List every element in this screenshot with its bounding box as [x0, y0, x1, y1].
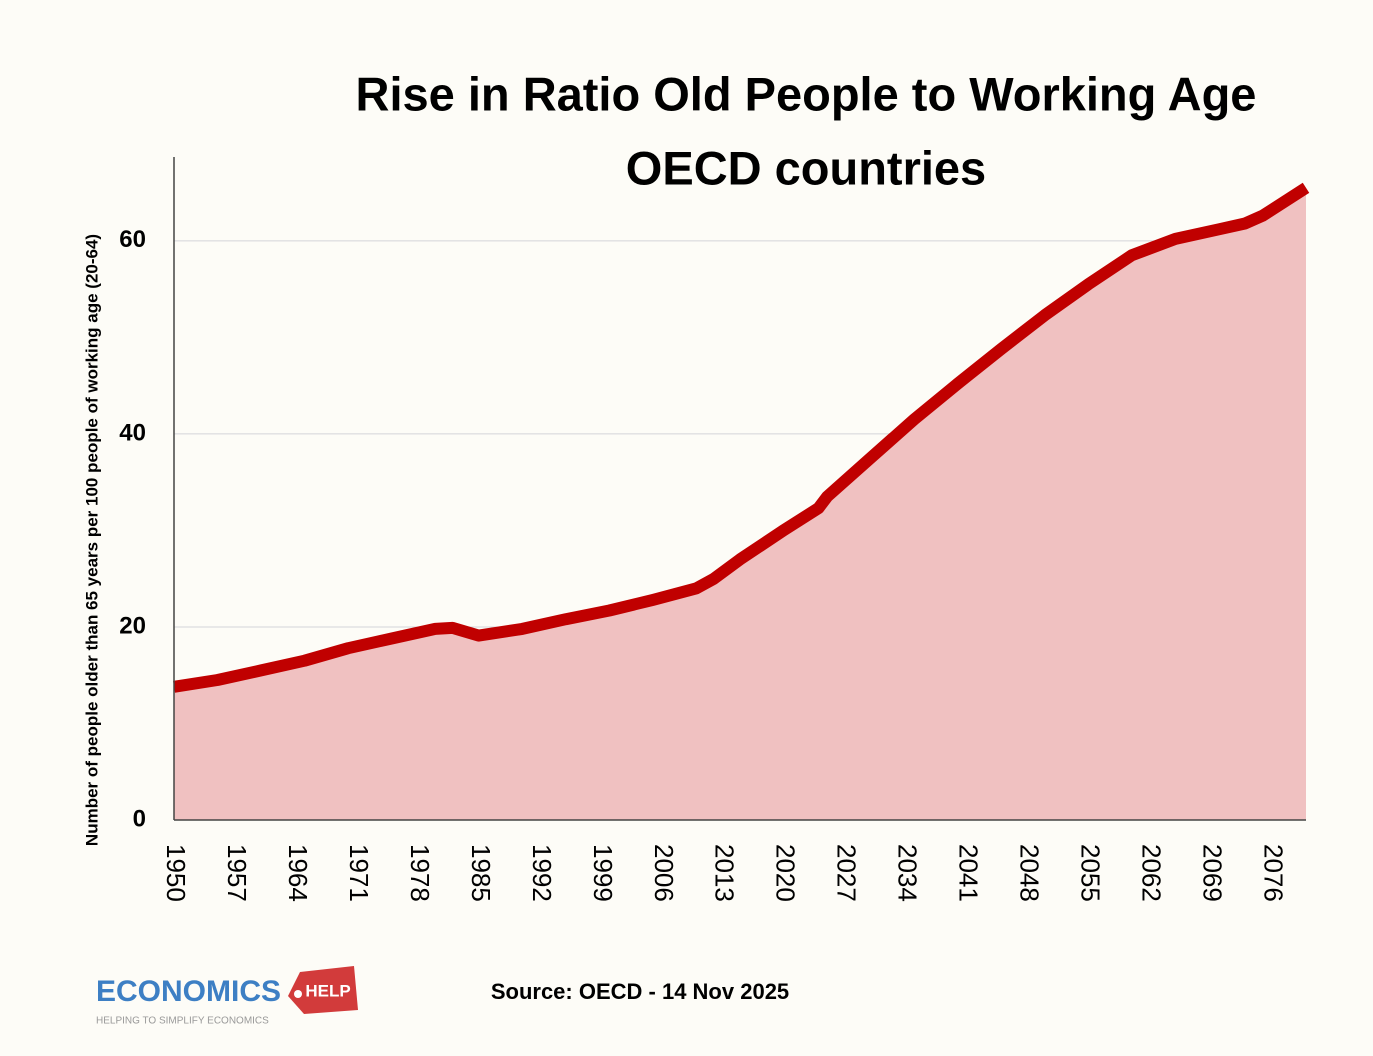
- logo-tag: [288, 966, 358, 1014]
- x-tick-label: 2076: [1258, 844, 1288, 902]
- x-tick-label: 2006: [649, 844, 679, 902]
- logo-tagline: HELPING TO SIMPLIFY ECONOMICS: [96, 1016, 269, 1027]
- x-tick-label: 1964: [283, 844, 313, 902]
- x-tick-label: 2013: [710, 844, 740, 902]
- source: Source: OECD - 14 Nov 2025: [491, 979, 789, 1004]
- x-tick-label: 1999: [588, 844, 618, 902]
- y-tick-label: 60: [119, 226, 146, 253]
- chart-title: Rise in Ratio Old People to Working Age: [356, 67, 1257, 120]
- x-tick-label: 1957: [222, 844, 252, 902]
- logo: ECONOMICS HELP HELPING TO SIMPLIFY ECONO…: [96, 966, 358, 1027]
- x-tick-label: 1985: [466, 844, 496, 902]
- logo-tag-text: HELP: [305, 981, 350, 1000]
- x-tick-label: 1978: [405, 844, 435, 902]
- x-tick-label: 2034: [893, 844, 923, 902]
- x-tick-label: 2048: [1014, 844, 1044, 902]
- x-tick-label: 2027: [832, 844, 862, 902]
- y-tick-label: 0: [133, 805, 146, 832]
- y-axis-label: Number of people older than 65 years per…: [82, 234, 101, 846]
- x-tick-label: 2041: [954, 844, 984, 902]
- line: [173, 182, 1310, 693]
- chart-title: OECD countries: [626, 141, 986, 194]
- y-tick-label: 20: [119, 612, 146, 639]
- x-tick-label: 1971: [344, 844, 374, 902]
- x-tick-label: 1950: [161, 844, 191, 902]
- x-tick-label: 2020: [771, 844, 801, 902]
- logo-name: ECONOMICS: [96, 975, 281, 1008]
- logo-hole: [294, 990, 302, 998]
- x-tick-label: 1992: [527, 844, 557, 902]
- y-tick-label: 40: [119, 419, 146, 446]
- x-tick-label: 2055: [1075, 844, 1105, 902]
- x-tick-label: 2069: [1197, 844, 1227, 902]
- area: [174, 187, 1306, 821]
- x-tick-label: 2062: [1136, 844, 1166, 902]
